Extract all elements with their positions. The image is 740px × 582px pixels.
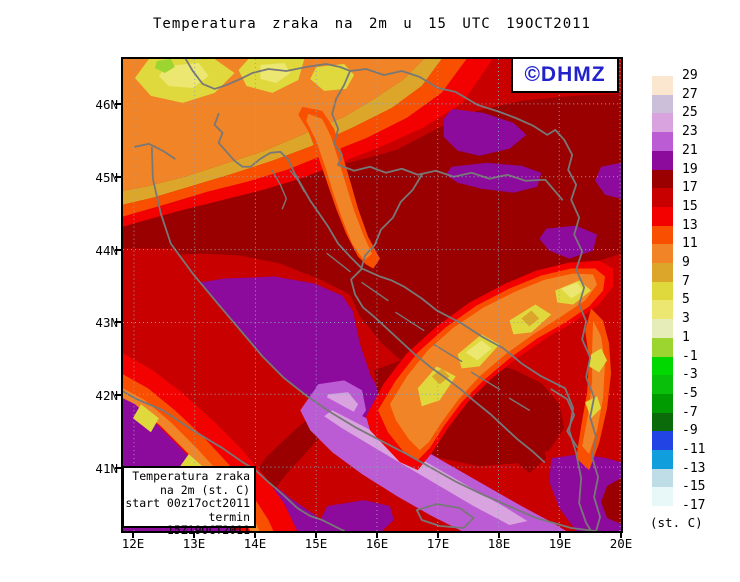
lon-tick bbox=[620, 533, 622, 538]
lat-tick bbox=[115, 394, 121, 396]
legend-value: 17 bbox=[682, 180, 698, 195]
lon-label: 14E bbox=[243, 536, 267, 551]
legend-value: -1 bbox=[682, 349, 698, 364]
lon-label: 13E bbox=[182, 536, 206, 551]
legend-swatch bbox=[652, 357, 673, 376]
legend-value: 25 bbox=[682, 105, 698, 120]
lon-label: 18E bbox=[487, 536, 511, 551]
legend-swatch bbox=[652, 95, 673, 114]
info-line-start: start 00z17oct2011 bbox=[125, 496, 250, 510]
legend-value: -13 bbox=[682, 461, 706, 476]
lon-label: 15E bbox=[304, 536, 328, 551]
info-line-variable: Temperatura zraka bbox=[132, 469, 250, 483]
dhmz-logo-text: ©DHMZ bbox=[524, 63, 606, 86]
legend-swatch bbox=[652, 151, 673, 170]
legend-swatch bbox=[652, 319, 673, 338]
legend-swatch bbox=[652, 450, 673, 469]
legend-value: -7 bbox=[682, 405, 698, 420]
lon-tick bbox=[559, 533, 561, 538]
lon-tick bbox=[315, 533, 317, 538]
info-line-level: na 2m (st. C) bbox=[159, 482, 250, 497]
legend-value: 23 bbox=[682, 124, 698, 139]
legend-value: -17 bbox=[682, 498, 706, 513]
legend-value: 27 bbox=[682, 87, 698, 102]
legend-value: 5 bbox=[682, 292, 690, 307]
lon-tick bbox=[437, 533, 439, 538]
map-title: Temperatura zraka na 2m u 15 UTC 19OCT20… bbox=[152, 16, 591, 32]
lon-tick bbox=[254, 533, 256, 538]
lon-label: 12E bbox=[121, 536, 145, 551]
legend-value: -15 bbox=[682, 479, 706, 494]
legend-value: -11 bbox=[682, 442, 706, 457]
legend-value: 19 bbox=[682, 162, 698, 177]
lat-label: 41N bbox=[95, 461, 118, 476]
lat-tick bbox=[115, 321, 121, 323]
map-canvas bbox=[121, 57, 623, 533]
run-info-box: Temperatura zraka na 2m (st. C) start 00… bbox=[122, 466, 256, 537]
lon-tick bbox=[132, 533, 134, 538]
legend-swatch bbox=[652, 244, 673, 263]
legend-swatch bbox=[652, 431, 673, 450]
legend-swatch bbox=[652, 263, 673, 282]
legend-unit-label: (st. C) bbox=[650, 515, 703, 530]
lat-tick bbox=[115, 249, 121, 251]
legend-value: 7 bbox=[682, 274, 690, 289]
lon-label: 19E bbox=[548, 536, 572, 551]
lon-tick bbox=[498, 533, 500, 538]
legend-value: -5 bbox=[682, 386, 698, 401]
lat-tick bbox=[115, 467, 121, 469]
lat-label: 44N bbox=[95, 243, 118, 258]
legend-swatch bbox=[652, 394, 673, 413]
legend-swatch bbox=[652, 282, 673, 301]
legend-swatch bbox=[652, 469, 673, 488]
color-legend: 29 27 25 23 21 19 17 15 13 11 9 7 5 3 1 -1 -3 -5 -7 -9 -11 -1… bbox=[652, 68, 740, 524]
legend-value: 9 bbox=[682, 255, 690, 270]
legend-swatch bbox=[652, 487, 673, 506]
legend-swatch bbox=[652, 413, 673, 432]
legend-swatch bbox=[652, 170, 673, 189]
lon-tick bbox=[193, 533, 195, 538]
dhmz-logo: ©DHMZ bbox=[511, 57, 619, 93]
legend-value: 15 bbox=[682, 199, 698, 214]
legend-value: 13 bbox=[682, 218, 698, 233]
legend-swatch bbox=[652, 226, 673, 245]
legend-swatch bbox=[652, 300, 673, 319]
legend-swatch bbox=[652, 207, 673, 226]
legend-swatch bbox=[652, 188, 673, 207]
lat-label: 46N bbox=[95, 97, 118, 112]
temperature-field-map bbox=[123, 59, 621, 531]
legend-value: 29 bbox=[682, 68, 698, 83]
lon-label: 16E bbox=[365, 536, 389, 551]
legend-swatch bbox=[652, 375, 673, 394]
legend-value: 3 bbox=[682, 311, 690, 326]
legend-swatch bbox=[652, 338, 673, 357]
legend-value: 11 bbox=[682, 236, 698, 251]
lat-tick bbox=[115, 176, 121, 178]
legend-swatch bbox=[652, 113, 673, 132]
lat-label: 42N bbox=[95, 388, 118, 403]
lat-label: 43N bbox=[95, 315, 118, 330]
legend-swatch bbox=[652, 76, 673, 95]
legend-value: 21 bbox=[682, 143, 698, 158]
lon-tick bbox=[376, 533, 378, 538]
info-line-termin: termin 15Z19OCT2011 bbox=[166, 509, 250, 537]
lon-label: 17E bbox=[426, 536, 450, 551]
legend-value: 1 bbox=[682, 330, 690, 345]
lon-label: 20E bbox=[609, 536, 633, 551]
legend-swatch bbox=[652, 132, 673, 151]
legend-value: -9 bbox=[682, 423, 698, 438]
lat-label: 45N bbox=[95, 170, 118, 185]
legend-value: -3 bbox=[682, 367, 698, 382]
lat-tick bbox=[115, 103, 121, 105]
